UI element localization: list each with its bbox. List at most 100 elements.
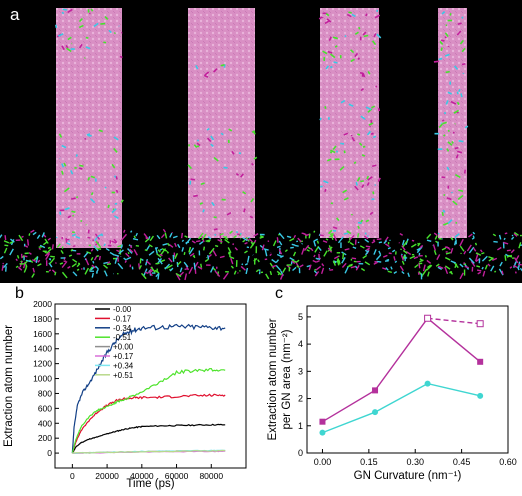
panel-c-label: c [275, 285, 283, 302]
adsorbed-molecule [354, 162, 356, 164]
adsorbed-molecule [62, 171, 63, 175]
adsorbed-molecule [193, 196, 198, 197]
legend-label: +0.34 [113, 361, 134, 370]
adsorbed-molecule [105, 187, 106, 188]
y-tick-label-b: 600 [38, 403, 52, 413]
x-axis-label-b: Time (ps) [126, 478, 174, 490]
membrane-molecule [476, 243, 477, 245]
adsorbed-molecule [461, 93, 462, 97]
adsorbed-molecule [71, 198, 75, 199]
x-tick-label-c: 0.00 [314, 457, 332, 467]
plot-frame-c [307, 306, 508, 453]
x-tick-label-b: 20000 [95, 471, 119, 481]
membrane-molecule [237, 234, 240, 235]
adsorbed-molecule [441, 48, 442, 51]
membrane-molecule [502, 271, 503, 275]
membrane-molecule [39, 248, 41, 249]
data-point-open-square [425, 315, 431, 321]
data-point-circle [372, 409, 378, 415]
membrane-molecule [29, 233, 30, 235]
membrane-molecule [290, 247, 294, 248]
adsorbed-molecule [360, 181, 364, 182]
x-tick-label-c: 0.15 [360, 457, 378, 467]
membrane-molecule [477, 270, 481, 271]
y-tick-label-b: 1000 [33, 374, 52, 384]
adsorbed-molecule [379, 108, 380, 111]
membrane-molecule [518, 264, 522, 265]
membrane-molecule [73, 246, 75, 247]
adsorbed-molecule [62, 12, 64, 13]
adsorbed-molecule [359, 27, 360, 29]
membrane-molecule [455, 238, 456, 240]
membrane-molecule [109, 245, 111, 246]
membrane-molecule [493, 242, 497, 243]
adsorbed-molecule [56, 25, 57, 28]
membrane-molecule [516, 272, 517, 274]
membrane-molecule [473, 236, 474, 238]
adsorbed-molecule [60, 212, 61, 215]
graphene-tube-3 [320, 8, 379, 238]
legend-label: -0.51 [113, 333, 132, 342]
membrane-molecule [50, 256, 55, 257]
adsorbed-molecule [214, 229, 218, 230]
membrane-molecule [358, 233, 359, 237]
membrane-molecule [314, 231, 315, 233]
adsorbed-molecule [325, 189, 326, 192]
adsorbed-molecule [221, 65, 225, 66]
adsorbed-molecule [92, 192, 93, 195]
md-snapshot-panel: a [0, 0, 522, 283]
adsorbed-molecule [441, 40, 444, 41]
y-tick-label-b: 400 [38, 418, 52, 428]
x-axis-label-c: GN Curvature (nm⁻¹) [354, 470, 462, 482]
membrane-molecule [194, 256, 195, 258]
membrane-molecule [103, 262, 108, 263]
adsorbed-molecule [459, 141, 464, 142]
membrane-molecule [295, 245, 299, 246]
membrane-molecule [505, 233, 507, 234]
membrane-molecule [5, 235, 6, 240]
adsorbed-molecule [376, 86, 377, 88]
adsorbed-molecule [458, 23, 462, 24]
adsorbed-molecule [457, 92, 458, 94]
adsorbed-molecule [358, 58, 359, 60]
membrane-molecule [85, 259, 86, 260]
y-axis-label-c-line1: Extraction atom number [267, 318, 279, 440]
adsorbed-molecule [439, 58, 443, 59]
membrane-molecule [208, 255, 209, 259]
adsorbed-molecule [356, 182, 357, 185]
adsorbed-molecule [357, 134, 360, 135]
panel-a-label: a [10, 5, 20, 24]
adsorbed-molecule [334, 62, 338, 63]
adsorbed-molecule [345, 36, 346, 37]
y-axis-label-b: Extraction atom number [3, 325, 15, 447]
adsorbed-molecule [79, 165, 83, 166]
legend-label: -0.17 [113, 314, 132, 323]
membrane-molecule [455, 241, 456, 245]
membrane-molecule [92, 273, 93, 278]
membrane-molecule [425, 255, 426, 257]
adsorbed-molecule [114, 33, 115, 34]
membrane-molecule [348, 241, 350, 242]
legend-label: -0.34 [113, 324, 132, 333]
membrane-molecule [53, 244, 54, 249]
membrane-molecule [395, 261, 397, 262]
adsorbed-molecule [462, 64, 465, 65]
membrane-molecule [196, 241, 200, 242]
adsorbed-molecule [373, 136, 376, 137]
y-tick-label-b: 0 [47, 448, 52, 458]
membrane-molecule [160, 255, 163, 256]
legend-label: -0.00 [113, 305, 132, 314]
y-tick-label-c: 1 [298, 421, 303, 431]
adsorbed-molecule [366, 14, 367, 16]
membrane-molecule [97, 256, 99, 257]
series-line-c-0 [323, 318, 481, 421]
membrane-molecule [182, 240, 183, 242]
membrane-molecule [400, 249, 401, 250]
y-tick-label-c: 3 [298, 366, 303, 376]
membrane-molecule [307, 266, 310, 267]
membrane-molecule [292, 244, 295, 245]
membrane-molecule [249, 237, 250, 238]
adsorbed-molecule [89, 13, 90, 14]
x-tick-label-c: 0.30 [406, 457, 424, 467]
